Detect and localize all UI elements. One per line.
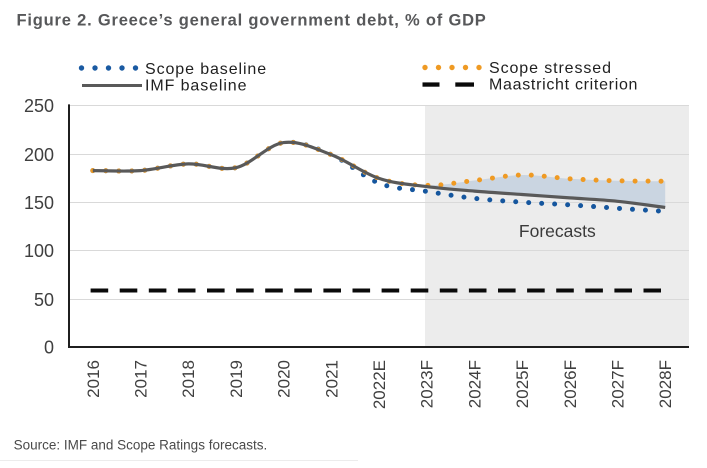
svg-text:250: 250 [24, 96, 54, 116]
svg-text:2026F: 2026F [561, 360, 580, 408]
svg-text:2016: 2016 [84, 360, 103, 398]
svg-text:Figure 2. Greece’s general gov: Figure 2. Greece’s general government de… [17, 12, 487, 30]
svg-text:150: 150 [24, 193, 54, 213]
svg-text:2021: 2021 [322, 360, 341, 398]
svg-text:2025F: 2025F [513, 360, 532, 408]
svg-text:Source: IMF and Scope Ratings: Source: IMF and Scope Ratings forecasts. [14, 438, 268, 453]
svg-text:100: 100 [24, 241, 54, 261]
svg-text:IMF baseline: IMF baseline [145, 78, 247, 95]
svg-text:2027F: 2027F [609, 360, 628, 408]
svg-text:200: 200 [24, 145, 54, 165]
svg-text:Scope baseline: Scope baseline [145, 61, 267, 78]
svg-text:Maastricht criterion: Maastricht criterion [489, 77, 638, 94]
svg-text:Scope stressed: Scope stressed [489, 60, 612, 77]
svg-text:2024F: 2024F [465, 360, 484, 408]
svg-text:2019: 2019 [227, 360, 246, 398]
svg-text:2023F: 2023F [418, 360, 437, 408]
svg-text:Forecasts: Forecasts [519, 221, 596, 241]
svg-text:2020: 2020 [275, 360, 294, 398]
svg-text:2017: 2017 [132, 360, 151, 398]
svg-text:2022E: 2022E [370, 360, 389, 409]
svg-text:2028F: 2028F [656, 360, 675, 408]
svg-text:2018: 2018 [179, 360, 198, 398]
svg-text:50: 50 [34, 290, 54, 310]
svg-text:0: 0 [44, 338, 54, 358]
